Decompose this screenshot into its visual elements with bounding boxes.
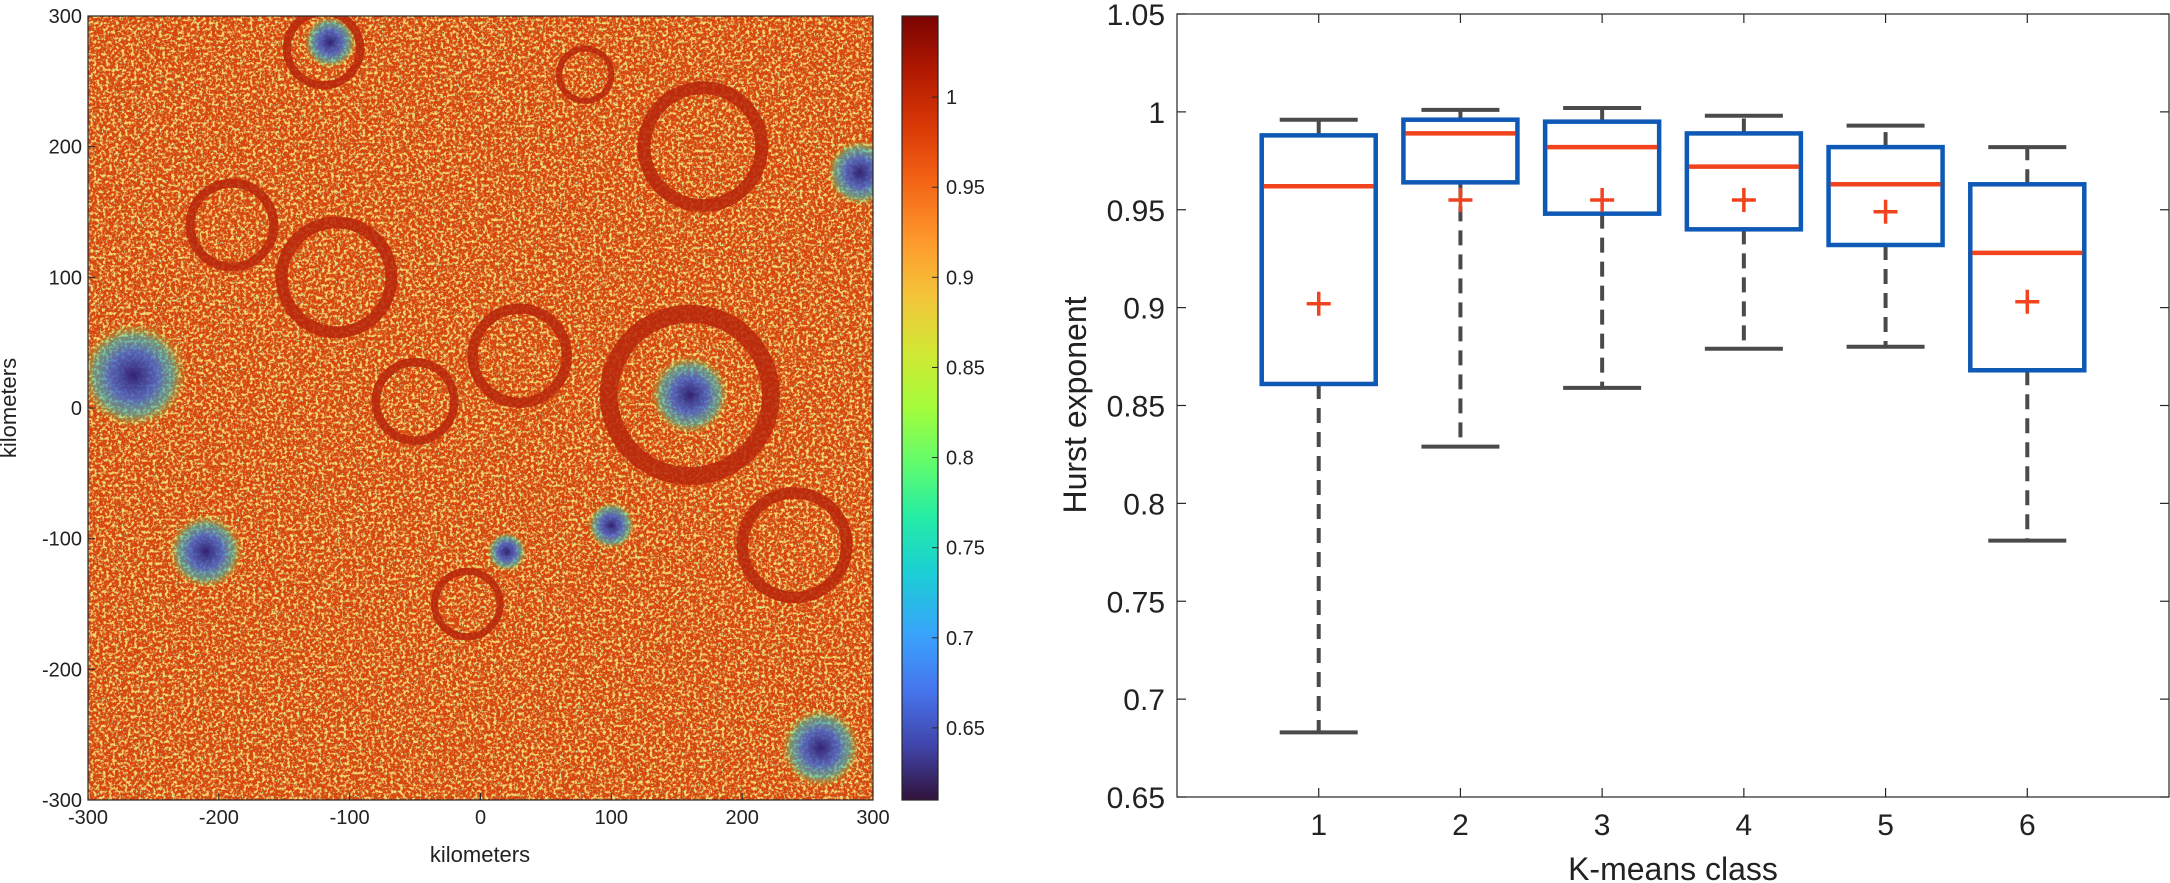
box-class-1 xyxy=(1259,117,1378,735)
boxplot-frame xyxy=(1176,13,2170,798)
box-class-6 xyxy=(1968,145,2087,543)
box-class-4 xyxy=(1684,113,1804,351)
low-value-patch xyxy=(88,323,187,428)
map-dark-speckle xyxy=(88,16,873,800)
boxplot-x-axis-label: K-means class xyxy=(1568,851,1778,883)
low-value-patch xyxy=(827,140,873,206)
boxplot-axes: 1.05 1 0.95 0.9 0.85 0.8 0.75 0.7 0.65 1 2 3 4 5 6 xyxy=(1107,0,2169,842)
boxplot-x-tick-label: 6 xyxy=(2019,809,2036,842)
boxplot-marks xyxy=(1259,105,2087,735)
map-features xyxy=(88,16,873,787)
colorbar-tick-label: 0.95 xyxy=(946,177,985,199)
colorbar-tick-label: 1 xyxy=(946,87,957,109)
low-value-patch xyxy=(303,16,357,69)
low-value-patch xyxy=(587,502,635,550)
map-x-axis-label: kilometers xyxy=(430,842,530,867)
box-class-5 xyxy=(1826,123,1945,349)
boxplot-x-tick-label: 4 xyxy=(1736,809,1753,842)
crater-rim xyxy=(371,357,459,446)
map-x-tick-label: 300 xyxy=(856,807,889,829)
map-x-tick-label: -200 xyxy=(199,807,239,829)
crater-rim xyxy=(185,178,279,272)
crater-rim xyxy=(637,81,769,213)
low-value-patch xyxy=(487,532,527,572)
colorbar-tick-label: 0.9 xyxy=(946,267,974,289)
map-y-tick-label: 100 xyxy=(49,267,82,289)
crater-rim xyxy=(467,303,573,409)
colorbar-tick-label: 0.8 xyxy=(946,448,974,470)
boxplot-y-tick-label: 1.05 xyxy=(1107,0,1165,32)
crater-rim xyxy=(736,487,853,604)
map-y-tick-label: 200 xyxy=(49,137,82,159)
map-y-tick-label: -200 xyxy=(42,659,82,681)
low-value-patch xyxy=(781,708,860,787)
boxplot-x-tick-label: 1 xyxy=(1310,809,1327,842)
interquartile-box xyxy=(1259,133,1378,387)
crater-rim xyxy=(282,16,365,90)
interquartile-box xyxy=(1826,144,1945,248)
colorbar-tick-label: 0.75 xyxy=(946,538,985,560)
colorbar-tick-label: 0.7 xyxy=(946,628,974,650)
boxplot-y-tick-label: 0.65 xyxy=(1107,782,1165,815)
box-class-3 xyxy=(1542,105,1662,390)
interquartile-box xyxy=(1968,182,2087,373)
map-y-tick-label: 300 xyxy=(49,6,82,28)
interquartile-box xyxy=(1401,117,1520,185)
boxplot-y-tick-label: 0.9 xyxy=(1123,293,1165,326)
box-class-2 xyxy=(1401,107,1520,449)
map-x-tick-label: 200 xyxy=(725,807,758,829)
map-y-tick-label: -100 xyxy=(42,529,82,551)
boxplot-y-tick-label: 0.8 xyxy=(1123,488,1165,521)
crater-rim xyxy=(431,567,504,641)
hurst-map-image xyxy=(88,16,873,800)
boxplot-x-tick-label: 2 xyxy=(1452,809,1469,842)
colorbar xyxy=(901,15,939,801)
boxplot-y-tick-label: 1 xyxy=(1148,97,1165,130)
boxplot-y-tick-label: 0.75 xyxy=(1107,586,1165,619)
colorbar-ticks: 1 0.95 0.9 0.85 0.8 0.75 0.7 0.65 xyxy=(932,87,985,740)
map-x-tick-label: -100 xyxy=(330,807,370,829)
crater-rim xyxy=(275,216,398,339)
hurst-map-panel: -300 -200 -100 0 100 200 300 300 200 100 0 -100 -200… xyxy=(0,6,985,867)
low-value-patch xyxy=(650,355,730,435)
map-x-tick-label: -300 xyxy=(68,807,108,829)
map-y-tick-label: -300 xyxy=(42,790,82,812)
crater-rim xyxy=(556,45,615,104)
map-y-axis-label: kilometers xyxy=(0,358,21,458)
boxplot-panel: 1.05 1 0.95 0.9 0.85 0.8 0.75 0.7 0.65 1 2 3 4 5 6 K-m… xyxy=(1057,0,2170,883)
map-y-tick-label: 0 xyxy=(71,398,82,420)
map-axes: -300 -200 -100 0 100 200 300 300 200 100 0 -100 -200… xyxy=(42,6,890,829)
crater-rim xyxy=(599,304,780,485)
interquartile-box xyxy=(1684,131,1804,232)
boxplot-y-axis-label: Hurst exponent xyxy=(1057,296,1093,513)
colorbar-tick-label: 0.85 xyxy=(946,357,985,379)
boxplot-x-tick-label: 3 xyxy=(1594,809,1611,842)
map-x-tick-label: 100 xyxy=(595,807,628,829)
colorbar-tick-label: 0.65 xyxy=(946,718,985,740)
boxplot-x-tick-label: 5 xyxy=(1877,809,1894,842)
boxplot-y-tick-label: 0.7 xyxy=(1123,684,1165,717)
boxplot-y-tick-label: 0.85 xyxy=(1107,391,1165,424)
low-value-patch xyxy=(169,515,243,589)
boxplot-y-tick-label: 0.95 xyxy=(1107,195,1165,228)
map-x-tick-label: 0 xyxy=(475,807,486,829)
